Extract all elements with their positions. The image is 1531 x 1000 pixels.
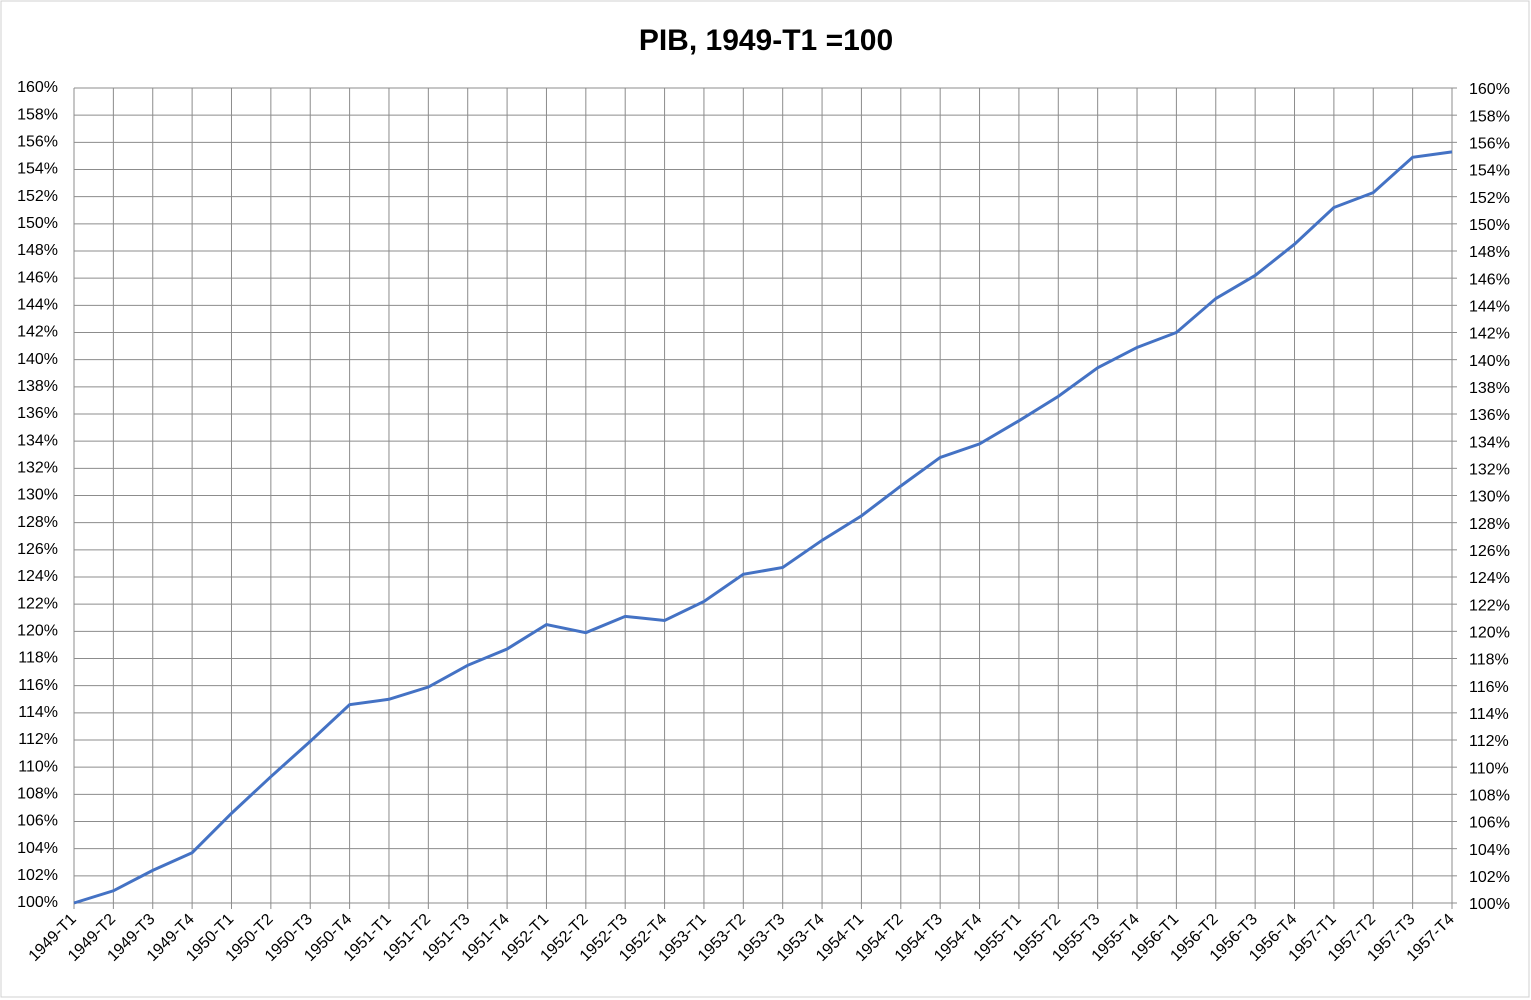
y-tick-label: 152% bbox=[17, 188, 58, 205]
y2-tick-label: 116% bbox=[1469, 679, 1509, 696]
y-tick-label: 148% bbox=[17, 242, 58, 259]
y2-tick-label: 118% bbox=[1469, 652, 1509, 669]
y2-tick-label: 148% bbox=[1469, 244, 1510, 261]
y-tick-label: 146% bbox=[17, 269, 58, 286]
y2-tick-label: 120% bbox=[1469, 625, 1510, 642]
y2-tick-label: 154% bbox=[1469, 163, 1510, 180]
y-tick-label: 126% bbox=[17, 541, 58, 558]
y-tick-label: 114% bbox=[18, 704, 58, 721]
y2-tick-label: 142% bbox=[1469, 326, 1510, 343]
y2-tick-label: 158% bbox=[1469, 108, 1510, 125]
y2-tick-label: 136% bbox=[1469, 407, 1510, 424]
y-tick-label: 160% bbox=[17, 79, 58, 96]
y2-tick-label: 122% bbox=[1469, 597, 1510, 614]
y-tick-label: 112% bbox=[18, 731, 58, 748]
y2-tick-label: 110% bbox=[1469, 760, 1509, 777]
y-tick-label: 124% bbox=[17, 568, 58, 585]
y2-tick-label: 134% bbox=[1469, 434, 1510, 451]
y2-tick-label: 130% bbox=[1469, 489, 1510, 506]
y-tick-label: 100% bbox=[17, 894, 58, 911]
y-tick-label: 106% bbox=[17, 813, 58, 830]
y-tick-label: 138% bbox=[17, 378, 58, 395]
y-tick-label: 102% bbox=[17, 867, 58, 884]
y2-tick-label: 128% bbox=[1469, 516, 1510, 533]
y-tick-label: 110% bbox=[18, 758, 58, 775]
y2-tick-label: 140% bbox=[1469, 353, 1510, 370]
y2-tick-label: 106% bbox=[1469, 815, 1510, 832]
y2-tick-label: 132% bbox=[1469, 462, 1510, 479]
y2-tick-label: 104% bbox=[1469, 842, 1510, 859]
y2-tick-label: 160% bbox=[1469, 81, 1510, 98]
y-tick-label: 132% bbox=[17, 460, 58, 477]
y-tick-label: 134% bbox=[17, 432, 58, 449]
y-tick-label: 158% bbox=[17, 106, 58, 123]
y-tick-label: 130% bbox=[17, 487, 58, 504]
y-tick-label: 120% bbox=[17, 623, 58, 640]
y-tick-label: 108% bbox=[17, 786, 58, 803]
y-tick-label: 142% bbox=[17, 324, 58, 341]
y2-tick-label: 152% bbox=[1469, 190, 1510, 207]
y2-tick-label: 146% bbox=[1469, 271, 1510, 288]
y2-tick-label: 112% bbox=[1469, 733, 1509, 750]
y-tick-label: 136% bbox=[17, 405, 58, 422]
y-tick-label: 104% bbox=[17, 840, 58, 857]
data-line bbox=[73, 150, 1453, 905]
y2-tick-label: 156% bbox=[1469, 136, 1510, 153]
y2-tick-label: 114% bbox=[1469, 706, 1509, 723]
y2-tick-label: 108% bbox=[1469, 788, 1510, 805]
y-tick-label: 144% bbox=[17, 297, 58, 314]
y-tick-label: 154% bbox=[17, 161, 58, 178]
y-tick-label: 156% bbox=[17, 134, 58, 151]
y2-tick-label: 124% bbox=[1469, 570, 1510, 587]
chart-title: PIB, 1949-T1 =100 bbox=[639, 24, 893, 57]
y2-tick-label: 126% bbox=[1469, 543, 1510, 560]
y-tick-label: 140% bbox=[17, 351, 58, 368]
y-tick-label: 122% bbox=[17, 595, 58, 612]
y2-tick-label: 144% bbox=[1469, 299, 1510, 316]
y2-tick-label: 150% bbox=[1469, 217, 1510, 234]
y2-tick-label: 100% bbox=[1469, 896, 1510, 913]
y-tick-label: 128% bbox=[17, 514, 58, 531]
y-tick-label: 118% bbox=[18, 650, 58, 667]
y-tick-label: 116% bbox=[18, 677, 58, 694]
y-tick-label: 150% bbox=[17, 215, 58, 232]
y2-tick-label: 138% bbox=[1469, 380, 1510, 397]
y2-tick-label: 102% bbox=[1469, 869, 1510, 886]
